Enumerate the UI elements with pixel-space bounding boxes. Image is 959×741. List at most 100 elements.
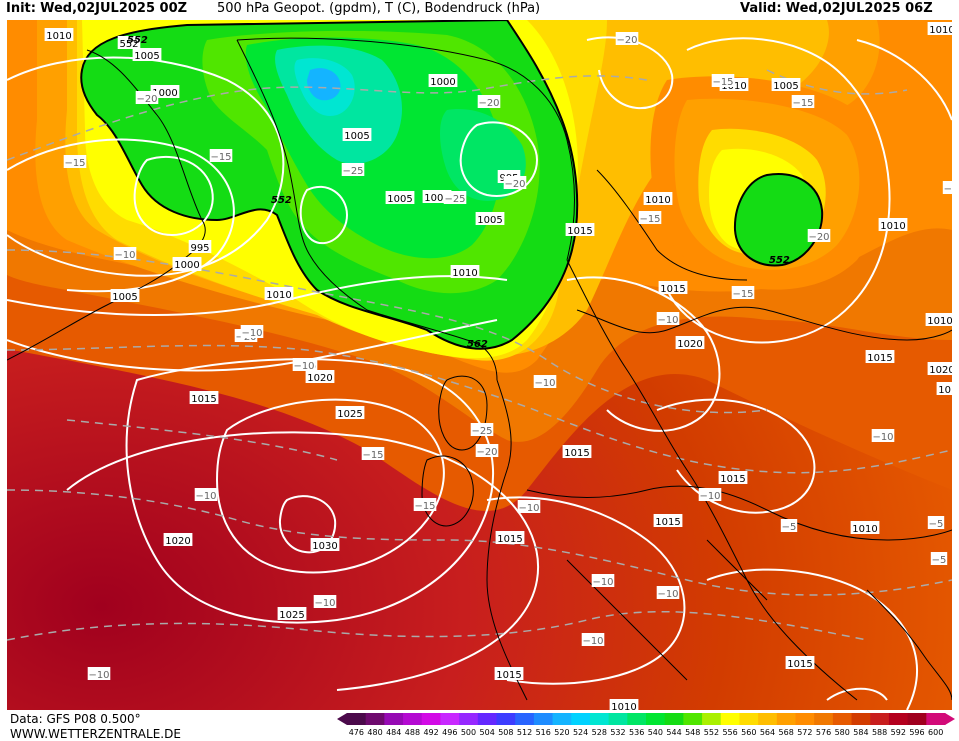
- contour-552-label: 562: [467, 339, 488, 350]
- scale-tick-label: 532: [610, 728, 625, 737]
- scale-swatch: [533, 713, 554, 725]
- pressure-label: 1015: [189, 391, 219, 405]
- svg-text:−15: −15: [414, 501, 435, 512]
- weather-map: 1010552100510001000100010051005100099510…: [7, 20, 952, 710]
- pressure-label: 1015: [785, 656, 815, 670]
- svg-text:−15: −15: [639, 214, 660, 225]
- scale-swatch: [664, 713, 684, 725]
- temperature-label: −5: [780, 519, 798, 533]
- svg-text:1005: 1005: [477, 215, 502, 226]
- temperature-label: −10: [240, 325, 264, 339]
- svg-text:1030: 1030: [312, 541, 337, 552]
- scale-tick-label: 568: [779, 728, 794, 737]
- color-scale: 476 480 484 488 492 496 500 504 508 512 516 520 524 5…: [337, 713, 955, 737]
- pressure-label: 1005: [110, 289, 140, 303]
- pressure-label: 1015: [562, 445, 592, 459]
- scale-swatch: [384, 713, 404, 725]
- svg-text:1015: 1015: [496, 670, 521, 681]
- scale-tick-label: 544: [666, 728, 681, 737]
- svg-text:1000: 1000: [430, 77, 455, 88]
- temperature-label: −10: [581, 633, 605, 647]
- scale-swatch: [795, 713, 815, 725]
- pressure-label: 1015: [865, 350, 895, 364]
- scale-tick-label: 592: [891, 728, 906, 737]
- svg-text:1005: 1005: [387, 194, 412, 205]
- scale-tick-label: 476: [349, 728, 364, 737]
- svg-text:1010: 1010: [938, 385, 952, 396]
- temperature-label: −25: [341, 163, 365, 177]
- temperature-label: −25: [443, 191, 467, 205]
- svg-text:−15: −15: [792, 98, 813, 109]
- pressure-label: 1020: [927, 362, 952, 376]
- temperature-label: −10: [313, 595, 337, 609]
- svg-text:−15: −15: [712, 77, 733, 88]
- pressure-label: 1015: [495, 531, 525, 545]
- pressure-label: 1010: [643, 192, 673, 206]
- svg-text:−20: −20: [136, 94, 157, 105]
- scale-tick-label: 560: [741, 728, 756, 737]
- pressure-label: 1010: [850, 521, 880, 535]
- band-520: [307, 68, 341, 101]
- svg-text:1010: 1010: [266, 290, 291, 301]
- temperature-label: −20: [807, 229, 831, 243]
- svg-text:1005: 1005: [134, 51, 159, 62]
- temperature-label: −20: [477, 95, 501, 109]
- svg-text:1010: 1010: [927, 316, 952, 327]
- pressure-label: 1025: [277, 607, 307, 621]
- scale-swatch: [589, 713, 610, 725]
- svg-text:1005: 1005: [112, 292, 137, 303]
- temperature-label: −15: [711, 74, 735, 88]
- scale-tick-label: 504: [480, 728, 495, 737]
- scale-tick-label: 500: [461, 728, 476, 737]
- svg-text:1015: 1015: [655, 517, 680, 528]
- svg-text:552: 552: [119, 39, 138, 50]
- scale-tick-label: 508: [498, 728, 513, 737]
- svg-text:−25: −25: [342, 166, 363, 177]
- pressure-label: 1025: [335, 406, 365, 420]
- svg-text:1005: 1005: [344, 131, 369, 142]
- svg-text:1010: 1010: [452, 268, 477, 279]
- scale-tick-label: 488: [405, 728, 420, 737]
- scale-tick-label: 572: [797, 728, 812, 737]
- svg-text:−10: −10: [699, 491, 720, 502]
- svg-text:1015: 1015: [867, 353, 892, 364]
- scale-swatch: [365, 713, 385, 725]
- scale-swatch: [758, 713, 778, 725]
- svg-text:1015: 1015: [660, 284, 685, 295]
- temperature-label: −20: [615, 32, 639, 46]
- scale-swatch: [552, 713, 572, 725]
- svg-text:−15: −15: [64, 158, 85, 169]
- scale-swatch: [926, 713, 946, 725]
- svg-text:1000: 1000: [174, 260, 199, 271]
- init-timestamp: Init: Wed,02JUL2025 00Z: [6, 1, 188, 16]
- svg-text:1005: 1005: [773, 81, 798, 92]
- temperature-label: −15: [361, 447, 385, 461]
- scale-tick-label: 480: [367, 728, 382, 737]
- scale-arrow-right: [945, 713, 955, 725]
- scale-tick-label: 484: [386, 728, 401, 737]
- temperature-label: −5: [927, 516, 945, 530]
- scale-swatch: [646, 713, 666, 725]
- contour-552-russia: [733, 173, 824, 267]
- svg-text:1015: 1015: [720, 474, 745, 485]
- scale-swatch: [776, 713, 796, 725]
- svg-text:−15: −15: [210, 152, 231, 163]
- scale-swatch: [403, 713, 423, 725]
- scale-swatch: [496, 713, 516, 725]
- scale-swatch: [571, 713, 591, 725]
- pressure-label: 1010: [450, 265, 480, 279]
- pressure-label: 1005: [385, 191, 415, 205]
- svg-text:1010: 1010: [929, 25, 952, 36]
- svg-text:1010: 1010: [645, 195, 670, 206]
- pressure-label: 1020: [675, 336, 705, 350]
- temperature-label: −10: [656, 312, 680, 326]
- pressure-label: 1015: [653, 514, 683, 528]
- pressure-label: 1005: [771, 78, 801, 92]
- temperature-label: −10: [656, 586, 680, 600]
- pressure-label: 1005: [342, 128, 372, 142]
- header-bar: Init: Wed,02JUL2025 00Z 500 hPa Geopot. …: [0, 0, 959, 20]
- scale-tick-label: 576: [816, 728, 831, 737]
- scale-tick-label: 580: [835, 728, 850, 737]
- svg-text:1010: 1010: [852, 524, 877, 535]
- scale-swatch: [702, 713, 722, 725]
